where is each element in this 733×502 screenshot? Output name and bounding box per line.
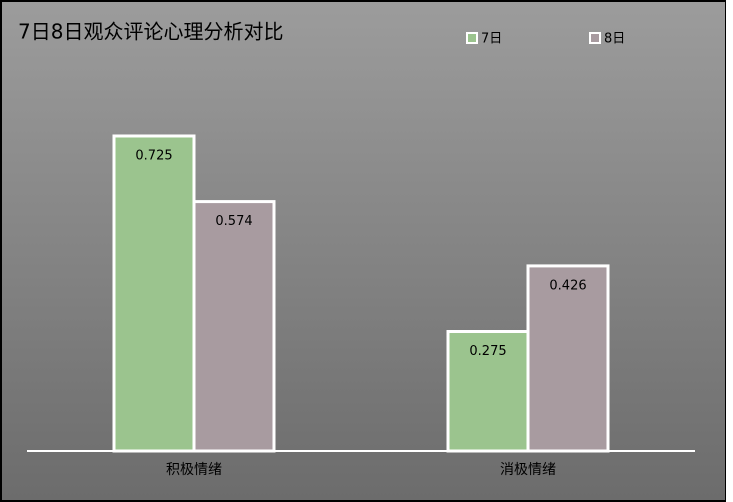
chart-title: 7日8日观众评论心理分析对比 <box>18 20 283 44</box>
data-label: 0.426 <box>549 278 586 293</box>
bar <box>112 134 196 453</box>
legend-label: 7日 <box>481 32 502 47</box>
data-label: 0.725 <box>135 148 172 163</box>
legend-swatch <box>466 32 478 44</box>
data-label: 0.275 <box>469 344 506 359</box>
legend-swatch <box>589 32 601 44</box>
edge <box>726 0 733 502</box>
data-label: 0.574 <box>215 214 252 229</box>
legend-label: 8日 <box>604 32 625 47</box>
x-tick-label: 消极情绪 <box>500 462 556 478</box>
bar <box>192 200 276 453</box>
x-tick-label: 积极情绪 <box>166 462 222 478</box>
bar <box>526 264 610 453</box>
bar <box>446 330 530 453</box>
